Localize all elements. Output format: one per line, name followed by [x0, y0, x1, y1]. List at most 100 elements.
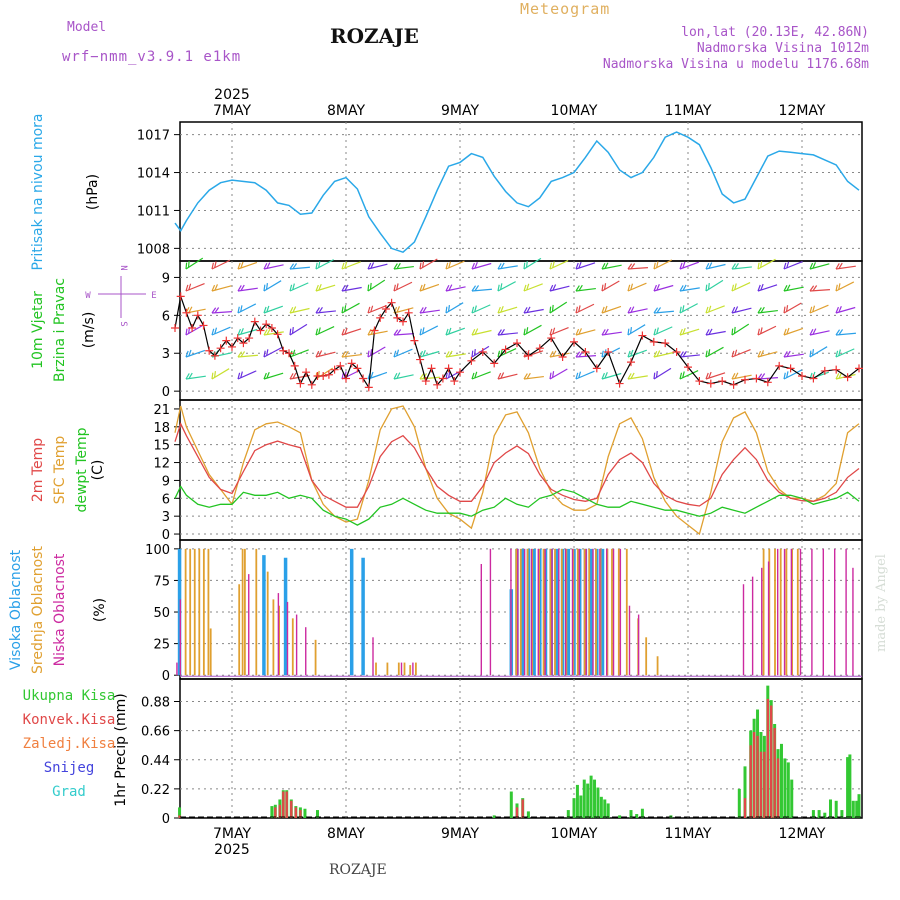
wind-arrow-barb	[448, 327, 452, 335]
wind-arrow-barb	[731, 373, 736, 380]
wind-speed-marker	[752, 374, 761, 383]
wind-arrow-barb	[471, 285, 477, 292]
wind-speed-marker	[199, 321, 208, 330]
wind-arrow-barb	[604, 328, 609, 335]
wind-arrow	[263, 347, 282, 358]
wind-arrow-barb	[708, 328, 713, 335]
wind-arrow	[367, 279, 386, 292]
wind-arrow-barb	[705, 372, 709, 380]
wind-arrow	[757, 350, 778, 358]
wind-arrow	[523, 283, 543, 292]
wind-arrow	[731, 306, 752, 314]
bottom-day-label: 12MAY	[779, 826, 826, 842]
wind-arrow-barb	[604, 305, 608, 313]
wind-arrow-shaft	[419, 350, 440, 358]
wind-speed-marker	[364, 383, 373, 392]
wind-arrow-barb	[812, 328, 817, 335]
wind-arrow	[783, 260, 803, 270]
panel-frame	[179, 121, 863, 262]
wind-arrow-barb	[396, 283, 399, 290]
wind-speed-marker	[438, 374, 447, 383]
wind-arrow	[809, 285, 830, 292]
wind-arrow-barb	[786, 261, 790, 269]
wind-arrow-barb	[393, 306, 398, 314]
wind-arrow	[835, 329, 856, 336]
wind-arrow-shaft	[367, 330, 388, 336]
wind-arrow-barb	[315, 307, 320, 314]
wind-arrow-barb	[812, 305, 816, 312]
wind-speed-marker	[535, 344, 544, 353]
wind-arrow	[341, 327, 362, 336]
wind-arrow	[575, 328, 596, 336]
precip-legend-label: Ukupna Kisa	[23, 688, 116, 704]
wind-arrow-barb	[682, 305, 685, 312]
wind-arrow	[549, 301, 568, 314]
mid-cloud-series-label: Srednja Oblacnost	[30, 546, 46, 674]
bottom-year-label: 2025	[214, 842, 250, 858]
wind-arrow	[627, 324, 646, 336]
wind-arrow-barb	[341, 262, 345, 270]
wind-arrow-barb	[630, 372, 635, 379]
wind-arrow	[237, 370, 257, 380]
wind-arrow-barb	[731, 306, 736, 314]
wind-arrow-barb	[344, 350, 349, 357]
wind-arrow-barb	[838, 262, 843, 269]
wind-speed-marker	[347, 359, 356, 368]
wind-arrow-barb	[240, 371, 243, 378]
wind-arrow-barb	[289, 373, 294, 380]
wind-speed-marker	[245, 334, 254, 343]
wind-speed-marker	[763, 378, 772, 387]
wind-arrow-barb	[341, 328, 345, 336]
y-tick-label: 15	[153, 439, 170, 454]
high-cloud-series-label: Visoka Oblacnost	[8, 549, 24, 670]
wind-arrow	[367, 262, 388, 270]
wind-arrow-barb	[809, 329, 814, 336]
wind-arrow-barb	[344, 327, 348, 335]
wind-arrow-shaft	[497, 306, 518, 314]
wind-arrow	[653, 284, 674, 292]
wind-arrow-barb	[523, 350, 527, 358]
wind-arrow	[289, 349, 309, 358]
wind-arrow	[601, 372, 622, 380]
top-day-label: 9MAY	[441, 103, 479, 119]
wind-arrow-barb	[656, 284, 660, 291]
wind-arrow-barb	[318, 261, 321, 268]
wind-arrow	[393, 329, 414, 336]
wind-arrow-barb	[266, 328, 271, 335]
wind-arrow-barb	[630, 306, 635, 313]
wind-arrow	[211, 307, 232, 314]
wind-arrow-barb	[185, 262, 188, 270]
wind-speed-marker	[324, 370, 333, 379]
wind-arrow-barb	[445, 262, 449, 270]
model-name: wrf−nmm_v3.9.1 e1km	[62, 49, 242, 65]
wind-arrow-barb	[679, 351, 684, 358]
y-tick-label: 21	[153, 403, 170, 418]
wind-speed-marker	[290, 361, 299, 370]
wind-arrow	[445, 302, 464, 314]
wind-arrow-barb	[448, 350, 453, 357]
wind-arrow-barb	[835, 372, 840, 380]
dewpt-line	[174, 485, 860, 526]
wind-arrow	[419, 306, 440, 314]
wind-arrow-shaft	[549, 326, 569, 336]
wind-arrow	[393, 372, 414, 380]
wind-speed-marker	[433, 380, 442, 389]
wind-arrow-shaft	[575, 329, 596, 336]
wind-arrow-barb	[705, 284, 708, 292]
temp-unit-label: (C)	[90, 460, 106, 481]
temp2m-line	[174, 422, 860, 508]
wind-arrow-barb	[679, 306, 682, 314]
wind-arrow-barb	[266, 371, 270, 379]
wind-arrow-barb	[263, 329, 268, 336]
wind-arrow-barb	[707, 282, 710, 290]
wind-arrow	[471, 328, 492, 336]
wind-speed-marker	[570, 337, 578, 346]
wind-arrow	[783, 327, 804, 336]
wind-arrow	[367, 328, 388, 336]
wind-arrow	[757, 325, 777, 336]
wind-arrow-barb	[344, 284, 349, 291]
wind-arrow-barb	[240, 261, 244, 269]
wind-arrow	[393, 262, 414, 270]
wind-speed-marker	[729, 380, 738, 389]
wind-arrow-barb	[237, 262, 241, 270]
